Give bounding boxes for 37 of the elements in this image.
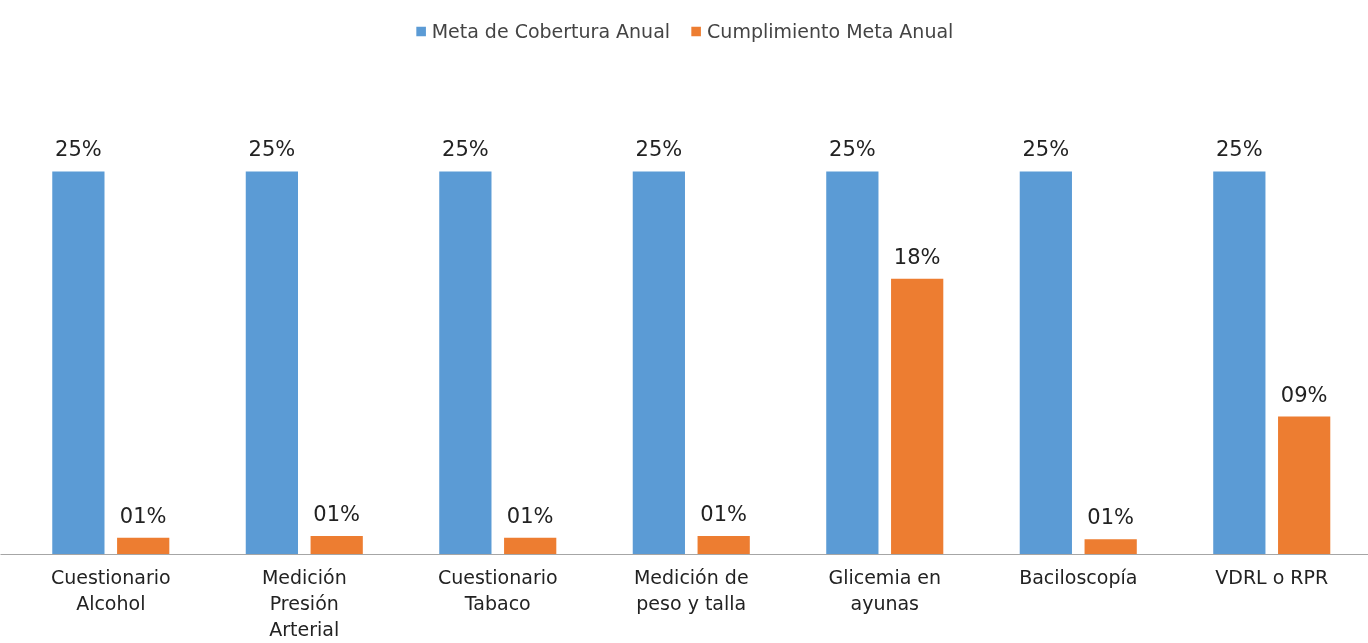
- legend-label: Meta de Cobertura Anual: [431, 20, 671, 42]
- x-tick-label: Glicemia en ayunas: [828, 565, 942, 614]
- bar: [1084, 539, 1137, 555]
- data-label: 01%: [1087, 505, 1135, 530]
- bar: [697, 536, 750, 555]
- bar: [245, 171, 298, 555]
- x-tick-label: Cuestionario Tabaco: [437, 565, 558, 614]
- data-label: 01%: [119, 503, 167, 528]
- data-label: 18%: [893, 244, 941, 269]
- bar: [1278, 416, 1331, 555]
- data-label: 25%: [1216, 137, 1263, 162]
- x-tick-label: Baciloscopía: [1019, 565, 1138, 588]
- x-tick-label: VDRL o RPR: [1215, 565, 1329, 588]
- data-label: 01%: [700, 502, 748, 527]
- bar: [52, 171, 105, 555]
- bar: [117, 537, 170, 555]
- x-tick-label: Medición de peso y talla: [633, 565, 749, 614]
- data-label: 01%: [313, 502, 361, 527]
- x-tick-label: Medición Presión Arterial: [261, 565, 347, 641]
- data-label: 01%: [506, 503, 554, 528]
- data-label: 25%: [55, 137, 102, 162]
- bar: [632, 171, 685, 555]
- bar: [310, 536, 363, 555]
- legend-label: Cumplimiento Meta Anual: [707, 20, 954, 42]
- bar: [1213, 171, 1266, 555]
- data-label: 25%: [829, 137, 876, 162]
- data-label: 25%: [635, 137, 683, 162]
- bar: [1019, 171, 1072, 555]
- x-tick-label: Cuestionario Alcohol: [50, 565, 171, 614]
- bar: [826, 171, 879, 555]
- data-label: 25%: [248, 137, 296, 162]
- bar: [439, 171, 492, 555]
- bar: [891, 278, 944, 555]
- data-label: 09%: [1280, 382, 1328, 407]
- bar: [504, 537, 557, 555]
- data-label: 25%: [442, 137, 489, 162]
- data-label: 25%: [1022, 137, 1070, 162]
